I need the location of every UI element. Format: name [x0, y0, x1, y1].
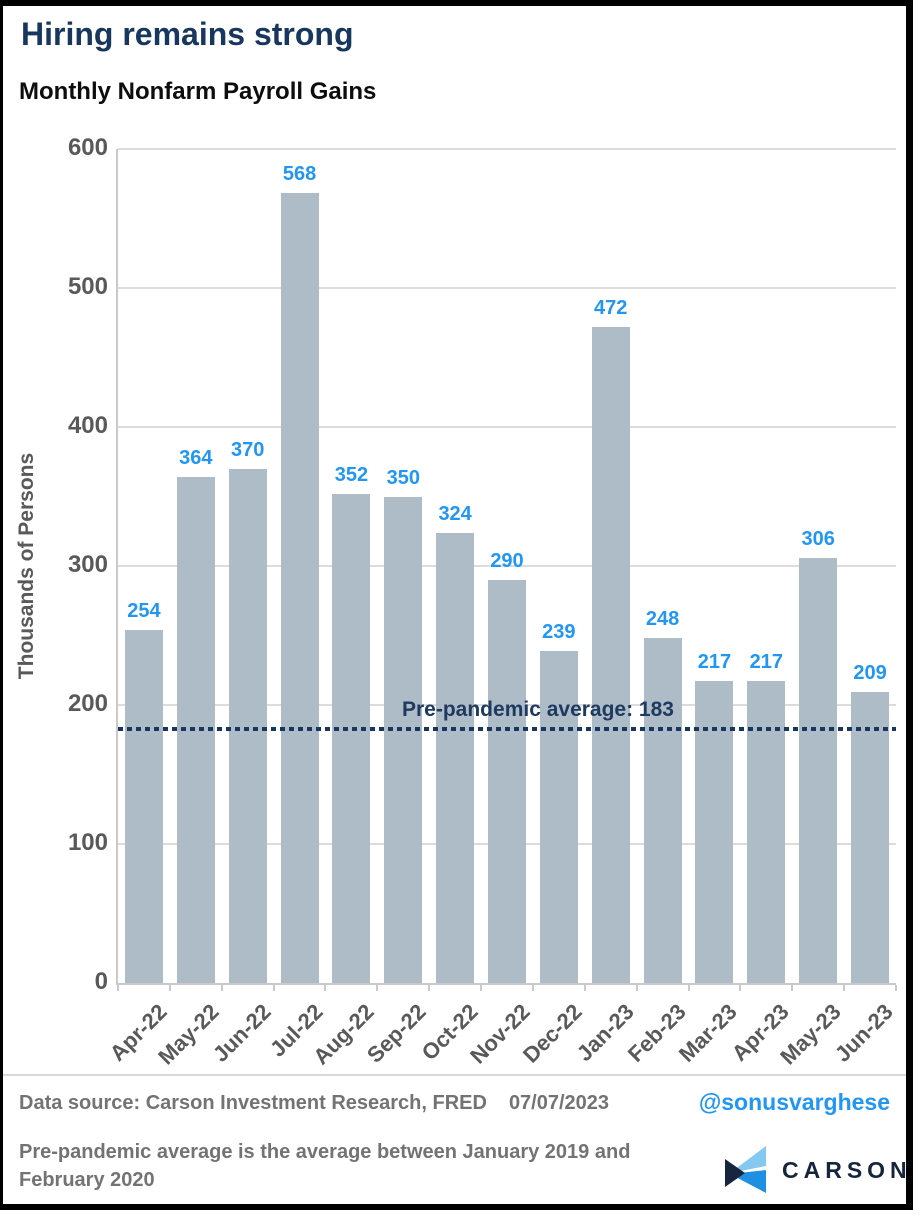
y-axis-line [116, 149, 118, 985]
x-axis-label: Jun-22 [207, 999, 276, 1067]
x-axis-label: Sep-22 [362, 999, 431, 1068]
carson-logo: CARSON [725, 1146, 912, 1194]
x-axis-tick [531, 985, 534, 991]
bar [436, 532, 475, 983]
bar-value-label: 248 [645, 608, 680, 631]
x-axis-tick [739, 985, 742, 991]
carson-logo-icon [725, 1146, 766, 1193]
bar-value-label: 364 [179, 447, 213, 470]
gridline [118, 565, 896, 567]
data-source-text: Data source: Carson Investment Research,… [19, 1092, 487, 1114]
bar [124, 629, 163, 983]
x-axis-tick [895, 985, 897, 991]
bar [851, 692, 890, 983]
x-axis-tick [583, 985, 586, 991]
gridline [118, 148, 896, 150]
bar [280, 193, 319, 983]
x-axis-tick [480, 985, 483, 991]
social-handle[interactable]: @sonusvarghese [698, 1089, 890, 1115]
bar-value-label: 290 [490, 549, 524, 572]
data-source-date: 07/07/2023 [508, 1092, 610, 1114]
bar [799, 557, 838, 983]
x-axis-tick [791, 985, 794, 991]
x-axis-tick [687, 985, 690, 991]
bar [591, 326, 630, 983]
x-axis-tick [635, 985, 638, 991]
x-axis-label: Jun-23 [829, 999, 898, 1067]
chart-title: Monthly Nonfarm Payroll Gains [19, 78, 377, 105]
y-axis-label: 500 [67, 273, 108, 300]
bar [332, 493, 371, 983]
bar [488, 579, 526, 983]
reference-line-label: Pre-pandemic average: 183 [402, 698, 674, 721]
x-axis-label: Mar-23 [674, 999, 743, 1067]
y-axis-label: 200 [67, 690, 108, 717]
bar-value-label: 352 [334, 463, 369, 486]
y-axis-label: 0 [94, 968, 108, 995]
y-axis-label: 600 [67, 134, 108, 161]
bar-value-label: 217 [749, 651, 784, 674]
footer-divider [3, 1074, 906, 1076]
bar-value-label: 254 [127, 599, 161, 622]
y-axis-label: 300 [67, 551, 108, 578]
data-source: Data source: Carson Investment Research,… [19, 1092, 609, 1115]
y-axis-label: 400 [67, 412, 108, 439]
bar-value-label: 209 [853, 662, 887, 685]
gridline [118, 426, 896, 428]
page-title: Hiring remains strong [21, 16, 354, 52]
bar-value-label: 350 [386, 466, 420, 489]
x-axis-label: Jan-23 [571, 999, 639, 1066]
x-axis-label: Feb-23 [622, 999, 691, 1067]
bar [643, 638, 682, 983]
bar-value-label: 324 [438, 502, 472, 525]
bar [228, 468, 267, 983]
bar-value-label: 217 [697, 651, 732, 674]
x-axis-tick [428, 985, 431, 991]
bar [747, 681, 786, 983]
gridline [118, 287, 896, 289]
y-axis-label: 100 [67, 829, 108, 856]
carson-logo-text: CARSON [782, 1156, 912, 1183]
bar-value-label: 370 [230, 438, 265, 461]
bar-value-label: 472 [594, 296, 628, 319]
bar [695, 681, 734, 983]
bar [384, 496, 423, 983]
x-axis-line [116, 983, 896, 985]
x-axis-tick [117, 985, 119, 991]
footnote: Pre-pandemic average is the average betw… [19, 1141, 631, 1191]
bar [539, 650, 578, 983]
x-axis-tick [324, 985, 327, 991]
reference-line [118, 726, 896, 731]
x-axis-tick [168, 985, 171, 991]
x-axis-tick [376, 985, 379, 991]
x-axis-tick [843, 985, 846, 991]
x-axis-tick [272, 985, 275, 991]
bar-value-label: 306 [801, 527, 835, 550]
bar-value-label: 239 [542, 620, 576, 643]
bar-value-label: 568 [282, 163, 317, 186]
x-axis-tick [220, 985, 223, 991]
